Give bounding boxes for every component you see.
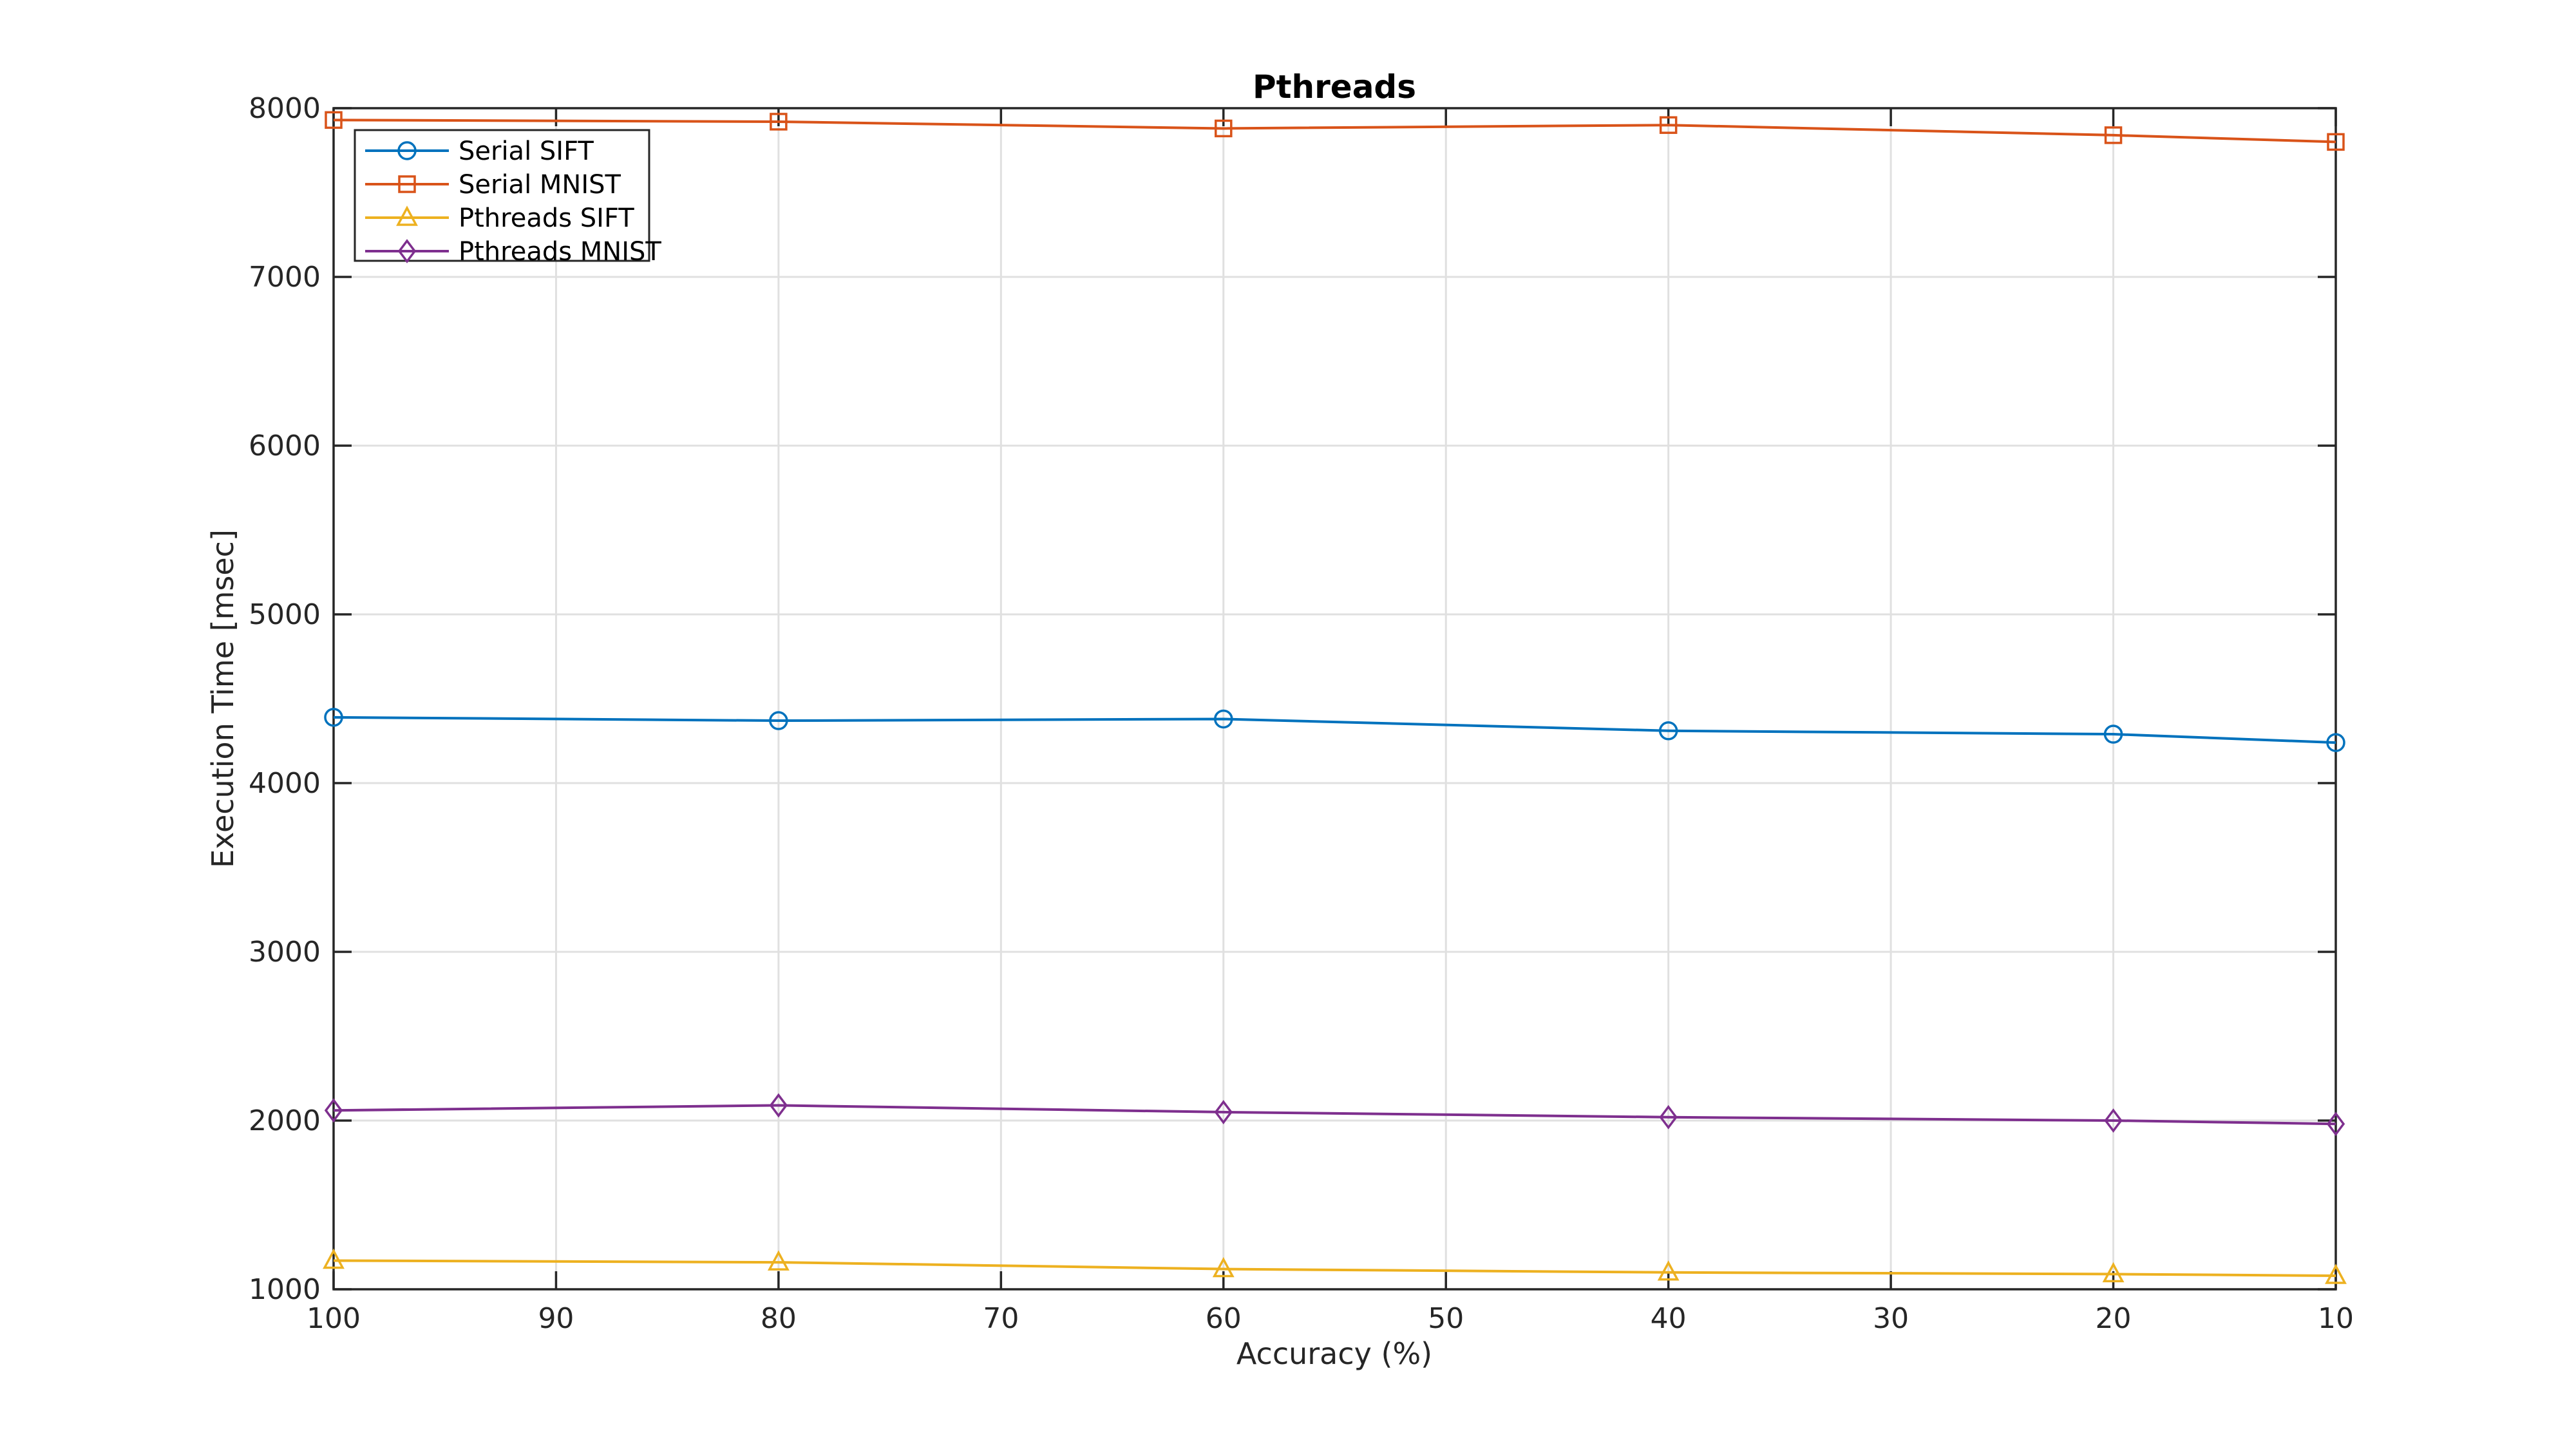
data-point-marker — [2103, 724, 2123, 744]
legend: Serial SIFT Serial MNIST Pthreads SIFT Pthr… — [354, 129, 661, 267]
legend-item-label: Serial SIFT — [459, 137, 594, 166]
data-point-marker — [324, 1098, 343, 1123]
x-tick-label: 70 — [983, 1302, 1019, 1335]
x-tick-label: 30 — [1873, 1302, 1909, 1335]
y-tick-label: 1000 — [249, 1273, 321, 1306]
x-tick-label: 50 — [1428, 1302, 1464, 1335]
y-tick-label: 3000 — [249, 936, 321, 969]
plot-box — [332, 107, 2337, 1291]
series-serial-sift — [324, 708, 2345, 752]
legend-item: Pthreads MNIST — [365, 237, 661, 267]
data-point-marker — [2327, 133, 2345, 151]
legend-item-label: Pthreads MNIST — [459, 237, 661, 267]
x-tick-label: 20 — [2096, 1302, 2132, 1335]
data-point-marker — [1212, 1256, 1235, 1278]
data-point-marker — [325, 111, 343, 129]
series-serial-mnist — [325, 111, 2345, 151]
y-tick-label: 2000 — [249, 1104, 321, 1137]
data-point-marker — [769, 711, 788, 730]
series-pthreads-sift — [323, 1248, 2347, 1284]
data-point-marker — [1215, 119, 1233, 138]
data-point-marker — [2325, 1264, 2347, 1284]
data-point-marker — [2104, 1108, 2123, 1133]
legend-item: Serial SIFT — [365, 137, 594, 166]
data-point-marker — [1657, 1260, 1680, 1281]
data-point-marker — [767, 1250, 790, 1271]
data-point-marker — [397, 141, 417, 160]
series-line — [333, 1259, 2336, 1278]
axes — [332, 107, 2337, 1291]
legend-items: Serial SIFT Serial MNIST Pthreads SIFT Pthr… — [365, 137, 661, 267]
data-point-marker — [770, 113, 788, 131]
series-line — [333, 118, 2336, 144]
data-point-marker — [1214, 709, 1233, 729]
data-point-marker — [323, 1248, 345, 1269]
y-tick-label: 8000 — [249, 92, 321, 125]
x-tick-labels: 100 90 80 70 60 50 40 30 20 10 — [307, 1302, 2354, 1335]
y-axis-label: Execution Time [msec] — [205, 529, 240, 868]
data-point-marker — [2326, 1112, 2345, 1137]
y-tick-label: 6000 — [249, 430, 321, 462]
legend-item: Pthreads SIFT — [365, 204, 634, 233]
data-point-marker — [1659, 116, 1678, 134]
data-point-marker — [769, 1093, 788, 1118]
x-axis-label: Accuracy (%) — [1236, 1336, 1432, 1371]
x-tick-label: 100 — [307, 1302, 361, 1335]
data-point-marker — [2102, 1262, 2125, 1283]
series-line — [333, 715, 2336, 744]
chart-title: Pthreads — [1253, 68, 1416, 106]
x-tick-label: 40 — [1651, 1302, 1687, 1335]
data-point-marker — [1214, 1099, 1233, 1124]
data-point-marker — [1658, 721, 1678, 741]
x-tick-label: 60 — [1206, 1302, 1242, 1335]
legend-item: Serial MNIST — [365, 170, 621, 200]
y-tick-label: 7000 — [249, 261, 321, 294]
series-pthreads-mnist — [324, 1093, 2345, 1137]
data-point-marker — [324, 708, 343, 727]
x-tick-label: 90 — [538, 1302, 574, 1335]
data-point-marker — [2326, 733, 2345, 752]
y-tick-labels: 1000 2000 3000 4000 5000 6000 7000 8000 — [249, 92, 321, 1306]
data-point-marker — [397, 239, 417, 263]
x-tick-label: 10 — [2318, 1302, 2354, 1335]
x-tick-label: 80 — [761, 1302, 797, 1335]
legend-item-label: Serial MNIST — [459, 170, 621, 200]
y-tick-label: 4000 — [249, 767, 321, 800]
data-point-marker — [396, 205, 418, 226]
y-tick-label: 5000 — [249, 598, 321, 631]
data-point-marker — [2104, 126, 2123, 144]
series-layer — [323, 111, 2347, 1284]
data-point-marker — [398, 175, 416, 193]
data-point-marker — [1659, 1104, 1678, 1130]
legend-item-label: Pthreads SIFT — [459, 204, 634, 233]
series-line — [333, 1104, 2336, 1126]
